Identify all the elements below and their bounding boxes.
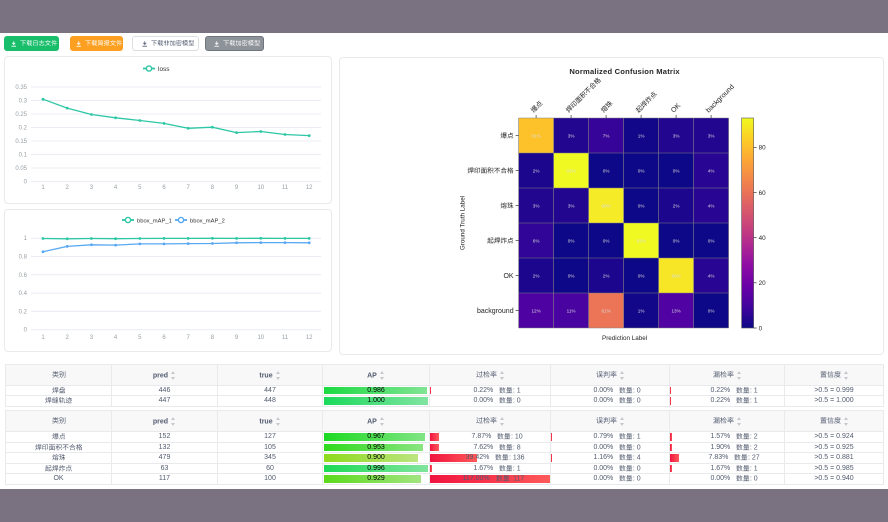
svg-text:81%: 81% xyxy=(531,133,540,138)
svg-text:4%: 4% xyxy=(708,168,715,173)
svg-text:9: 9 xyxy=(235,335,239,341)
svg-text:OK: OK xyxy=(503,273,513,280)
svg-text:0: 0 xyxy=(759,325,763,332)
svg-text:12: 12 xyxy=(306,185,313,191)
svg-text:2%: 2% xyxy=(533,168,540,173)
svg-text:40: 40 xyxy=(759,235,767,242)
svg-text:1%: 1% xyxy=(638,308,645,313)
svg-text:2: 2 xyxy=(66,185,70,191)
svg-text:3%: 3% xyxy=(568,203,575,208)
svg-text:0%: 0% xyxy=(638,273,645,278)
svg-text:loss: loss xyxy=(158,66,170,73)
svg-text:7%: 7% xyxy=(603,133,610,138)
svg-text:9: 9 xyxy=(235,185,239,191)
svg-text:0.8: 0.8 xyxy=(19,255,28,261)
svg-text:61%: 61% xyxy=(601,308,610,313)
svg-text:7: 7 xyxy=(187,335,191,341)
svg-text:3%: 3% xyxy=(708,133,715,138)
svg-text:0%: 0% xyxy=(603,238,610,243)
svg-text:3%: 3% xyxy=(533,203,540,208)
svg-text:12: 12 xyxy=(306,335,313,341)
svg-text:0%: 0% xyxy=(673,168,680,173)
svg-text:0.4: 0.4 xyxy=(19,291,28,297)
svg-text:10: 10 xyxy=(257,185,264,191)
svg-text:0.3: 0.3 xyxy=(19,99,28,105)
svg-text:bbox_mAP_2: bbox_mAP_2 xyxy=(190,218,225,224)
svg-text:0%: 0% xyxy=(568,238,575,243)
svg-text:0%: 0% xyxy=(708,308,715,313)
svg-text:6%: 6% xyxy=(533,238,540,243)
svg-text:0%: 0% xyxy=(568,273,575,278)
svg-text:0: 0 xyxy=(24,180,28,186)
svg-text:60: 60 xyxy=(759,190,767,197)
svg-text:5: 5 xyxy=(138,185,142,191)
svg-text:90%: 90% xyxy=(601,203,610,208)
svg-text:0%: 0% xyxy=(673,238,680,243)
svg-text:11: 11 xyxy=(282,335,289,341)
svg-text:bbox_mAP_1: bbox_mAP_1 xyxy=(137,218,172,224)
svg-text:12%: 12% xyxy=(531,308,540,313)
svg-text:4: 4 xyxy=(114,335,118,341)
svg-text:background: background xyxy=(477,308,514,315)
svg-text:2: 2 xyxy=(66,335,70,341)
svg-text:OK: OK xyxy=(670,102,682,114)
svg-text:1: 1 xyxy=(24,236,28,242)
svg-text:0.25: 0.25 xyxy=(15,112,27,118)
svg-text:20: 20 xyxy=(759,280,767,287)
svg-text:Normalized Confusion Matrix: Normalized Confusion Matrix xyxy=(569,67,680,76)
svg-text:0%: 0% xyxy=(638,168,645,173)
svg-text:0.1: 0.1 xyxy=(19,153,28,159)
svg-text:0.05: 0.05 xyxy=(15,166,27,172)
svg-text:4: 4 xyxy=(114,185,118,191)
svg-text:93%: 93% xyxy=(566,168,575,173)
svg-text:11%: 11% xyxy=(567,308,576,313)
svg-text:Prediction Label: Prediction Label xyxy=(602,335,647,342)
svg-text:5: 5 xyxy=(138,335,142,341)
svg-text:background: background xyxy=(705,84,736,115)
svg-text:1: 1 xyxy=(41,185,45,191)
svg-text:3%: 3% xyxy=(568,133,575,138)
svg-text:8: 8 xyxy=(211,185,215,191)
svg-text:3%: 3% xyxy=(673,133,680,138)
svg-text:7: 7 xyxy=(187,185,191,191)
svg-text:1: 1 xyxy=(41,335,45,341)
svg-text:1%: 1% xyxy=(638,133,645,138)
svg-text:Ground Truth Label: Ground Truth Label xyxy=(460,196,467,250)
svg-text:4%: 4% xyxy=(708,273,715,278)
svg-text:4%: 4% xyxy=(708,203,715,208)
svg-text:2%: 2% xyxy=(603,273,610,278)
svg-text:0%: 0% xyxy=(708,238,715,243)
svg-text:10: 10 xyxy=(257,335,264,341)
svg-text:0.2: 0.2 xyxy=(19,126,28,132)
svg-text:3: 3 xyxy=(90,185,94,191)
svg-text:13%: 13% xyxy=(671,308,680,313)
svg-text:89%: 89% xyxy=(671,273,680,278)
svg-text:6: 6 xyxy=(162,185,166,191)
svg-text:8: 8 xyxy=(211,335,215,341)
svg-text:93%: 93% xyxy=(636,238,645,243)
svg-text:2%: 2% xyxy=(533,273,540,278)
svg-text:0.2: 0.2 xyxy=(19,309,28,315)
svg-text:3: 3 xyxy=(90,335,94,341)
svg-text:0.6: 0.6 xyxy=(19,273,28,279)
svg-text:0.15: 0.15 xyxy=(15,139,27,145)
svg-text:0%: 0% xyxy=(603,168,610,173)
svg-text:0: 0 xyxy=(24,328,28,334)
svg-text:2%: 2% xyxy=(673,203,680,208)
svg-text:6: 6 xyxy=(162,335,166,341)
svg-text:0%: 0% xyxy=(638,203,645,208)
svg-text:0.35: 0.35 xyxy=(15,85,27,91)
svg-text:11: 11 xyxy=(282,185,289,191)
svg-text:80: 80 xyxy=(759,145,767,152)
